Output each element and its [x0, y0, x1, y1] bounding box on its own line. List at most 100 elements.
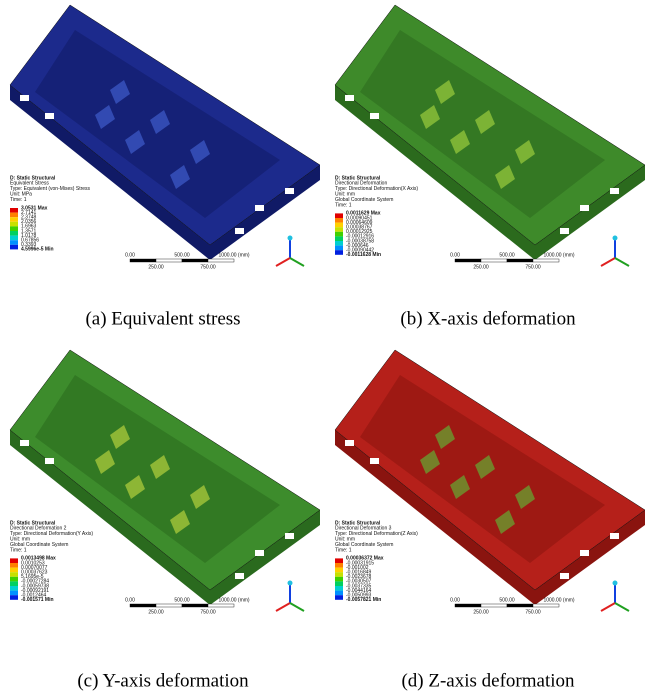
scale-label: 250.00: [473, 609, 489, 615]
legend-header: Time: 1: [335, 547, 352, 553]
scale-bar: [507, 604, 533, 607]
legend-band: [10, 581, 18, 586]
model-hole: [345, 440, 354, 446]
legend-band: [10, 572, 18, 577]
triad-axis: [615, 258, 629, 266]
legend-band: [335, 223, 343, 228]
triad-axis: [276, 603, 290, 611]
legend-band: [335, 213, 343, 218]
fea-model: [335, 5, 645, 260]
scale-bar: [208, 604, 234, 607]
scale-label: 500.00: [499, 252, 515, 258]
model-hole: [45, 113, 54, 119]
legend-band: [335, 218, 343, 223]
scale-bar: [156, 604, 182, 607]
legend-band: [10, 558, 18, 563]
triad-axis: [601, 258, 615, 266]
panel: D: Static StructuralEquivalent StressTyp…: [10, 5, 320, 270]
scale-label: 250.00: [148, 264, 164, 270]
legend-header: Time: 1: [10, 197, 27, 203]
triad-axis: [290, 258, 304, 266]
legend-label: -0.0011628 Min: [346, 252, 381, 258]
legend-band: [10, 236, 18, 241]
scale-bar: [156, 259, 182, 262]
model-hole: [610, 533, 619, 539]
scale-bar: [455, 259, 481, 262]
legend-band: [10, 591, 18, 596]
legend-band: [335, 591, 343, 596]
legend-label: -0.0057821 Min: [346, 597, 381, 603]
legend-band: [10, 563, 18, 568]
model-hole: [45, 458, 54, 464]
legend-band: [335, 558, 343, 563]
scale-label: 750.00: [200, 264, 216, 270]
scale-bar: [208, 259, 234, 262]
scale-label: 0.00: [450, 597, 460, 603]
scale-bar: [130, 259, 156, 262]
triad-origin: [288, 236, 293, 241]
panel: D: Static StructuralDirectional Deformat…: [335, 5, 645, 270]
legend-band: [335, 568, 343, 573]
model-hole: [370, 113, 379, 119]
legend-band: [335, 563, 343, 568]
model-hole: [235, 573, 244, 579]
legend-band: [10, 586, 18, 591]
page: {"panels": [ {"header": ["D: Static Stru…: [0, 0, 651, 695]
scale-label: 750.00: [525, 264, 541, 270]
legend-band: [10, 213, 18, 218]
scale-label: 500.00: [499, 597, 515, 603]
caption: (c) Y-axis deformation: [77, 670, 249, 691]
legend-band: [335, 241, 343, 246]
legend-header: Time: 1: [335, 202, 352, 208]
scale-label: 0.00: [125, 252, 135, 258]
model-hole: [255, 205, 264, 211]
scale-bar: [182, 604, 208, 607]
legend-band: [335, 577, 343, 582]
scale-label: 250.00: [148, 609, 164, 615]
triad-axis: [290, 603, 304, 611]
legend-band: [10, 240, 18, 245]
legend-band: [335, 250, 343, 255]
model-hole: [580, 550, 589, 556]
caption: (b) X-axis deformation: [400, 308, 576, 329]
scale-label: 1000.00 (mm): [218, 597, 249, 603]
triad-axis: [276, 258, 290, 266]
legend-band: [10, 208, 18, 213]
scale-bar: [533, 604, 559, 607]
scale-bar: [481, 259, 507, 262]
triad-origin: [288, 581, 293, 586]
model-hole: [285, 533, 294, 539]
scale-label: 750.00: [200, 609, 216, 615]
model-hole: [235, 228, 244, 234]
legend-band: [10, 245, 18, 250]
scale-bar: [481, 604, 507, 607]
legend-band: [10, 595, 18, 600]
model-hole: [345, 95, 354, 101]
scale-label: 250.00: [473, 264, 489, 270]
legend-band: [335, 232, 343, 237]
model-hole: [580, 205, 589, 211]
legend-band: [335, 572, 343, 577]
model-hole: [560, 228, 569, 234]
legend-band: [335, 586, 343, 591]
model-hole: [255, 550, 264, 556]
legend-band: [10, 231, 18, 236]
scale-label: 0.00: [125, 597, 135, 603]
legend-band: [335, 236, 343, 241]
legend-band: [10, 226, 18, 231]
model-hole: [610, 188, 619, 194]
fea-model: [335, 350, 645, 605]
model-hole: [560, 573, 569, 579]
fea-model: [10, 350, 320, 605]
scale-label: 1000.00 (mm): [543, 597, 574, 603]
triad-axis: [615, 603, 629, 611]
scale-bar: [182, 259, 208, 262]
scale-label: 0.00: [450, 252, 460, 258]
model-hole: [20, 95, 29, 101]
legend-band: [10, 217, 18, 222]
caption: (d) Z-axis deformation: [401, 670, 575, 691]
scale-bar: [507, 259, 533, 262]
scale-label: 1000.00 (mm): [218, 252, 249, 258]
figure: D: Static StructuralEquivalent StressTyp…: [0, 0, 651, 695]
legend-label: 4.5996e-5 Min: [21, 247, 54, 253]
